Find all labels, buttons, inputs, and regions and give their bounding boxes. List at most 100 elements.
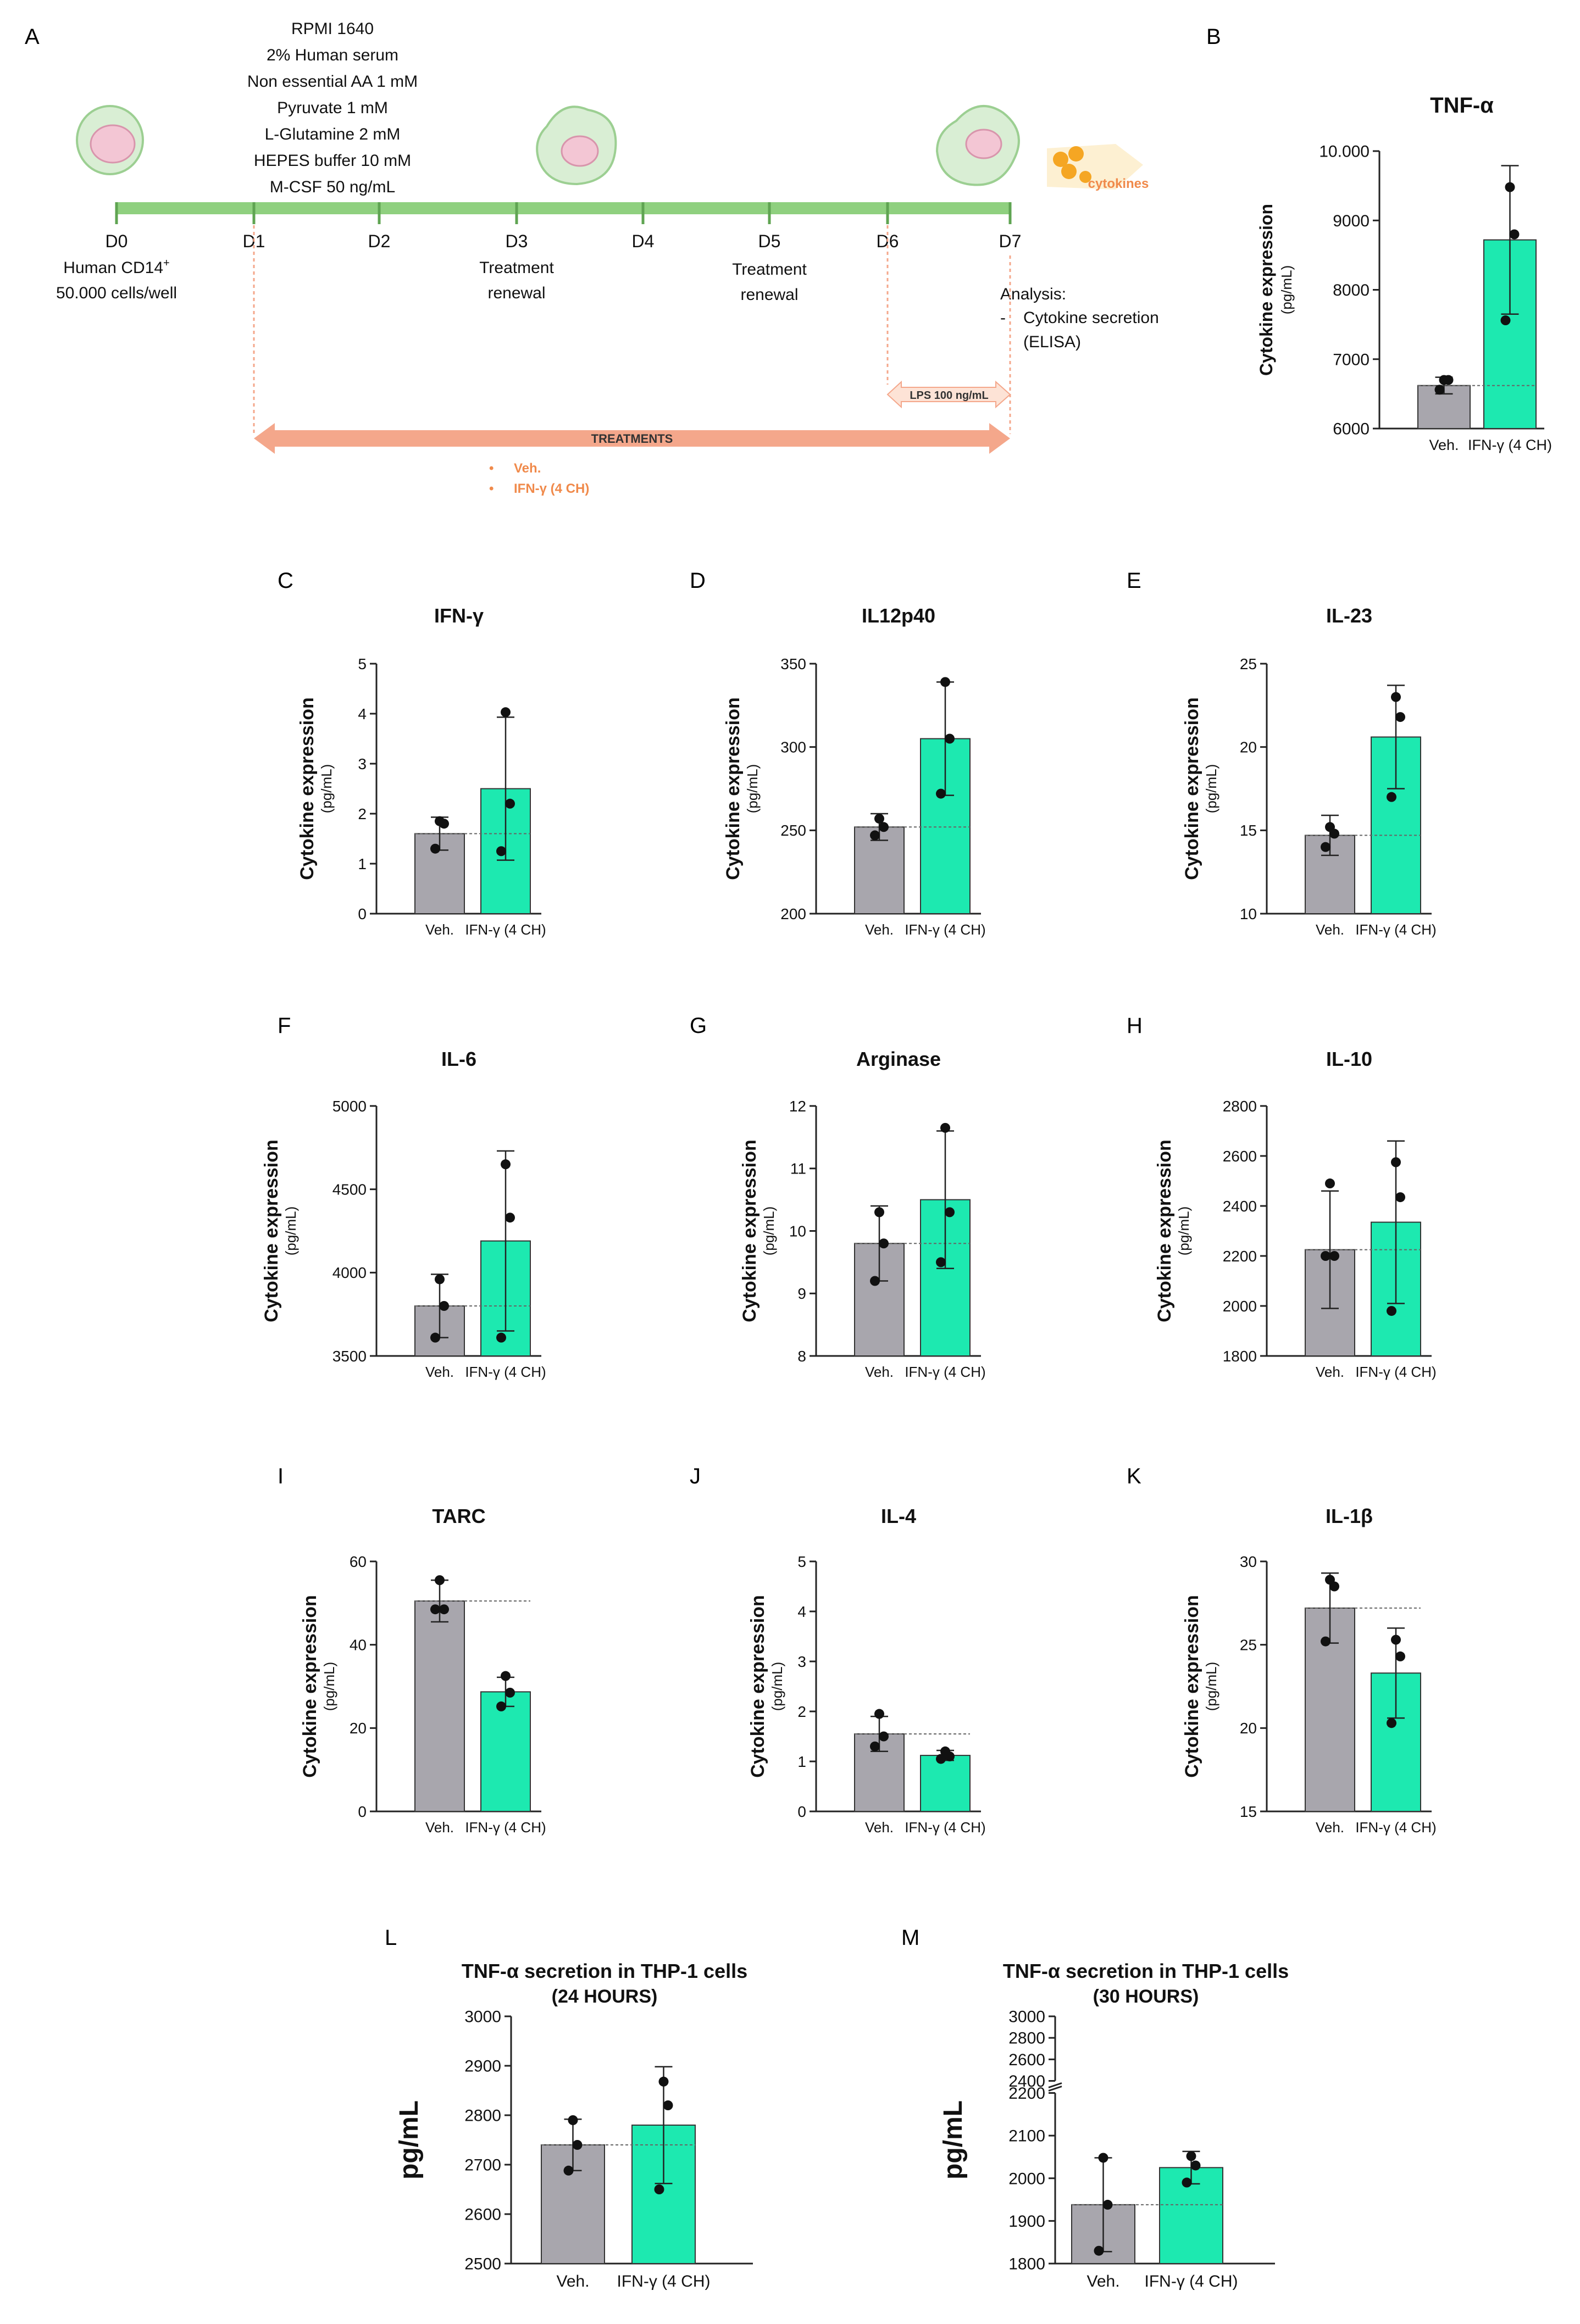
panel-letter-a: A [25, 25, 40, 49]
panel-letter-d: D [690, 569, 706, 593]
y-tick-label: 3000 [464, 2008, 501, 2026]
data-point [430, 1604, 440, 1615]
y-tick-label: 3000 [1008, 2008, 1045, 2026]
chart-title: IL-1β [1326, 1505, 1373, 1527]
data-point [1102, 2199, 1113, 2210]
data-point [501, 707, 511, 718]
y-axis-label: Cytokine expression [300, 1595, 320, 1778]
y-tick-label: 3500 [332, 1348, 367, 1365]
y-tick-label: 2 [797, 1703, 806, 1720]
timeline-bar [115, 202, 1011, 214]
y-axis-unit: (pg/mL) [1203, 1662, 1219, 1711]
data-point [1500, 315, 1511, 326]
y-tick-label: 8000 [1333, 281, 1370, 299]
day-label: D5 [758, 231, 781, 251]
medium-line: M-CSF 50 ng/mL [270, 178, 395, 196]
panel-letter-j: J [690, 1464, 701, 1488]
panel-letter-c: C [278, 569, 293, 593]
x-tick-label: IFN-γ (4 CH) [617, 2272, 711, 2290]
analysis-dash: - [1000, 309, 1006, 327]
y-tick-label: 4000 [332, 1264, 367, 1281]
y-tick-label: 7000 [1333, 351, 1370, 369]
y-tick-label: 10.000 [1319, 143, 1370, 161]
chart-il-23: 10 15 20 25 Veh. IFN-γ (4 CH) IL-23 Cytokine ex… [1182, 604, 1437, 938]
chart-il-6: 3500 4000 4500 5000 Veh. IFN-γ (4 CH) IL-6 Cyto… [261, 1048, 546, 1380]
x-tick-label: IFN-γ (4 CH) [1355, 921, 1436, 938]
y-tick-label: 1800 [1008, 2255, 1045, 2273]
axis-break-mark [1048, 2086, 1062, 2092]
treatment-item-veh: Veh. [514, 461, 541, 476]
y-axis-label: Cytokine expression [1154, 1139, 1175, 1322]
data-point [870, 1741, 880, 1752]
panel-letter-m: M [901, 1926, 919, 1950]
data-point [1391, 1634, 1401, 1645]
chart-tarc: 0 20 40 60 Veh. IFN-γ (4 CH) TARC Cytokine expr… [300, 1505, 546, 1836]
d3-note-2: renewal [487, 284, 545, 302]
data-point [879, 1238, 889, 1249]
panel-letter-h: H [1127, 1014, 1143, 1038]
y-tick-label: 2700 [464, 2156, 501, 2175]
y-tick-label: 25 [1240, 655, 1257, 672]
y-tick-label: 250 [780, 822, 806, 839]
x-tick-label: Veh. [1316, 921, 1344, 938]
y-axis-label: Cytokine expression [261, 1139, 282, 1322]
chart-tnf-alpha: 6000 7000 8000 9000 10.000 Veh. IFN-γ (4 CH) TN… [1256, 93, 1552, 453]
y-axis-label: Cytokine expression [723, 697, 744, 880]
panel-letter-f: F [278, 1014, 291, 1038]
data-point [945, 1207, 955, 1217]
y-tick-label: 2600 [1008, 2051, 1045, 2069]
data-point [1443, 375, 1454, 385]
cytokines-label: cytokines [1088, 176, 1149, 191]
y-tick-label: 3 [797, 1653, 806, 1670]
panel-letter-l: L [385, 1926, 397, 1950]
y-tick-label: 40 [350, 1636, 367, 1653]
data-point [496, 846, 506, 857]
axis-break-mark [1048, 2082, 1062, 2088]
chart-title: IL-23 [1326, 604, 1372, 627]
analysis-line-1: Cytokine secretion [1023, 309, 1159, 327]
x-tick-label: IFN-γ (4 CH) [465, 1819, 546, 1836]
y-tick-label: 5000 [332, 1098, 367, 1115]
x-tick-label: Veh. [1086, 2272, 1119, 2290]
data-point [505, 1213, 515, 1223]
x-tick-label: IFN-γ (4 CH) [1145, 2272, 1238, 2290]
data-point [439, 819, 449, 829]
y-tick-label: 20 [1240, 738, 1257, 755]
data-point [879, 822, 889, 832]
lps-arrow: LPS 100 ng/mL [886, 380, 1011, 409]
chart-title: IFN-γ [434, 604, 484, 627]
x-tick-label: Veh. [865, 921, 894, 938]
y-tick-label: 2400 [1008, 2072, 1045, 2091]
data-point [936, 1257, 946, 1267]
chart-arginase: 8 9 10 11 12 Veh. IFN-γ (4 CH) Arginase Cytokine… [739, 1048, 986, 1380]
day-label: D4 [632, 231, 655, 251]
panel-letter-b: B [1206, 25, 1221, 49]
panel-letter-i: I [278, 1464, 284, 1488]
data-point [1098, 2153, 1108, 2163]
analysis-line-2: (ELISA) [1023, 333, 1081, 351]
y-tick-label: 60 [350, 1553, 367, 1570]
y-tick-label: 4500 [332, 1181, 367, 1198]
chart-title: IL12p40 [862, 604, 935, 627]
data-point [1182, 2177, 1192, 2188]
y-tick-label: 2500 [464, 2255, 501, 2273]
y-axis-label: Cytokine expression [297, 697, 318, 880]
y-axis-label: Cytokine expression [747, 1595, 768, 1778]
data-point [439, 1301, 449, 1311]
data-point [563, 2165, 574, 2176]
data-point [874, 1709, 884, 1719]
y-tick-label: 1900 [1008, 2212, 1045, 2231]
d0-note-2: 50.000 cells/well [56, 284, 177, 302]
data-point [945, 1751, 955, 1761]
y-axis-unit: (pg/mL) [1278, 265, 1295, 315]
y-tick-label: 2200 [1008, 2084, 1045, 2103]
x-tick-label: Veh. [425, 1364, 454, 1380]
y-tick-label: 11 [790, 1160, 806, 1177]
medium-line: Non essential AA 1 mM [247, 73, 418, 91]
x-tick-label: IFN-γ (4 CH) [905, 921, 985, 938]
y-axis-label: pg/mL [939, 2100, 968, 2180]
y-tick-label: 10 [1240, 905, 1257, 922]
timeline-diagram: RPMI 1640 2% Human serum Non essential A… [56, 20, 1159, 496]
y-axis-label: pg/mL [395, 2100, 424, 2180]
